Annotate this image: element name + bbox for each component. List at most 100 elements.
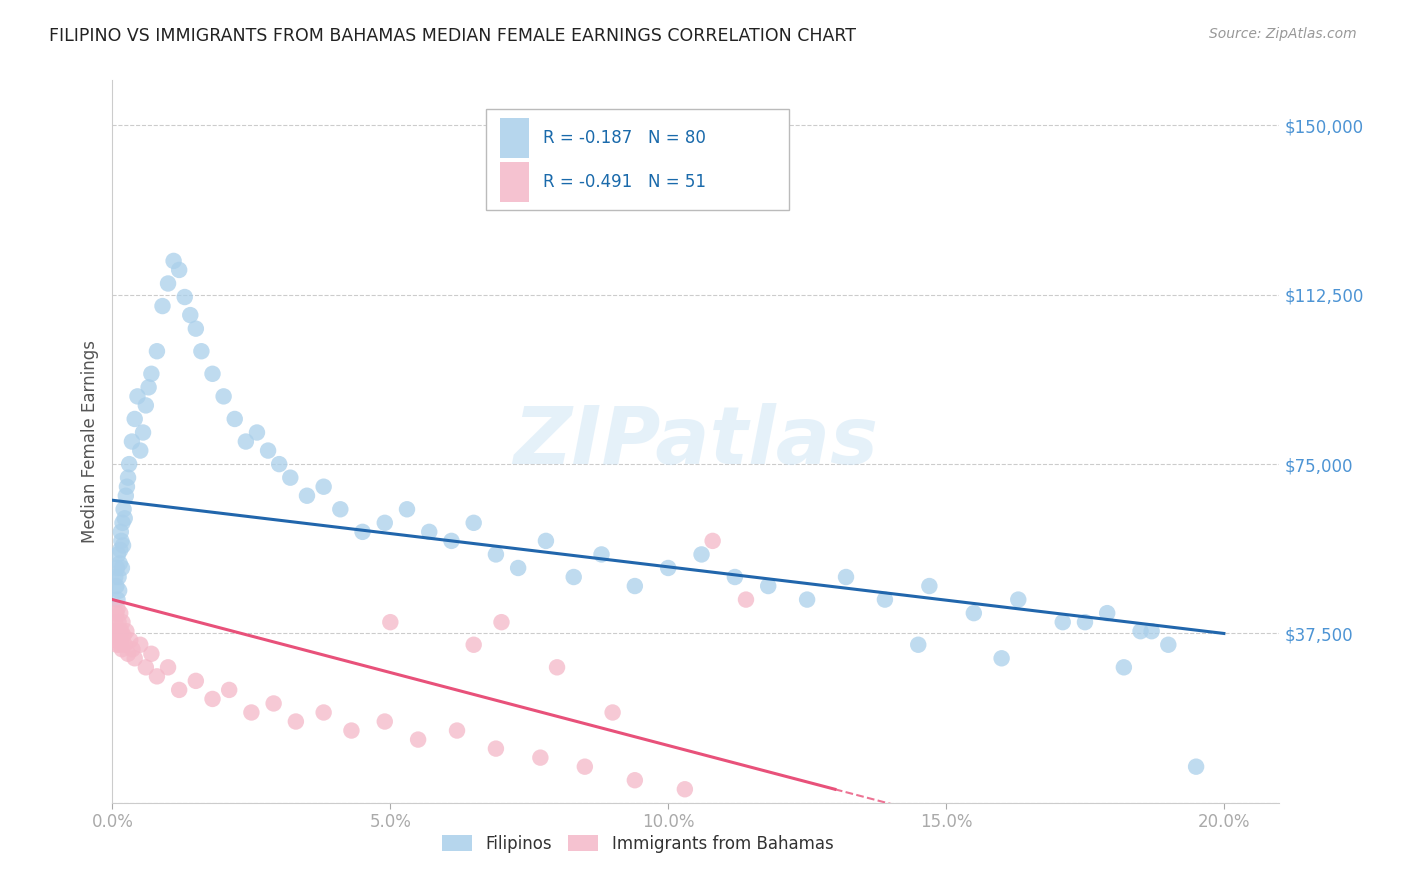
Bar [501,162,529,202]
Point [329,502,352,516]
Point [167,263,190,277]
Point [107,592,129,607]
Point [108,557,131,571]
Point [107,570,129,584]
Point [107,629,129,643]
Point [201,692,224,706]
Point [963,606,986,620]
Point [108,638,131,652]
Point [167,682,190,697]
Point [485,741,508,756]
Point [1140,624,1163,639]
Point [114,489,136,503]
Point [105,606,128,620]
Point [529,750,551,764]
Point [1007,592,1029,607]
Y-axis label: Median Female Earnings: Median Female Earnings [80,340,98,543]
Point [546,660,568,674]
Point [112,538,135,552]
Point [115,624,138,639]
Point [508,561,530,575]
Point [111,561,134,575]
Point [673,782,696,797]
Point [132,425,155,440]
Point [120,633,142,648]
Point [111,615,134,630]
Point [105,579,128,593]
Point [104,633,127,648]
Point [463,516,485,530]
Point [114,638,136,652]
Point [135,398,157,412]
Point [110,533,132,548]
Point [380,615,402,630]
Point [112,629,135,643]
Point [117,647,139,661]
Point [218,682,240,697]
Point [796,592,818,607]
Point [702,533,724,548]
Point [918,579,941,593]
Point [624,579,647,593]
Point [463,638,485,652]
Point [263,697,285,711]
Point [110,633,132,648]
Point [110,524,132,539]
Point [107,601,129,615]
Point [269,457,291,471]
Point [1095,606,1118,620]
Point [352,524,374,539]
Point [129,443,152,458]
Point [162,253,184,268]
Text: R = -0.491   N = 51: R = -0.491 N = 51 [543,173,706,191]
Point [108,583,131,598]
Point [212,389,235,403]
Point [907,638,929,652]
Point [108,624,131,639]
Point [240,706,263,720]
Point [657,561,679,575]
Point [406,732,429,747]
Point [173,290,195,304]
Point [574,760,596,774]
Point [110,606,132,620]
Point [124,651,146,665]
Point [485,548,508,562]
Point [110,624,132,639]
Point [111,516,134,530]
Point [127,389,149,403]
Point [395,502,418,516]
Point [141,647,163,661]
Point [690,548,713,562]
Point [121,434,143,449]
Point [129,638,152,652]
Point [446,723,468,738]
Point [374,714,396,729]
Point [374,516,396,530]
Point [340,723,363,738]
Point [1129,624,1152,639]
Point [491,615,513,630]
Point [152,299,174,313]
Text: Source: ZipAtlas.com: Source: ZipAtlas.com [1209,27,1357,41]
Point [190,344,212,359]
Point [104,570,127,584]
Point [235,434,257,449]
Point [107,548,129,562]
Point [104,615,127,630]
Point [312,480,335,494]
Point [157,277,180,291]
Point [124,412,146,426]
Point [591,548,613,562]
Point [602,706,624,720]
Point [284,714,307,729]
Point [534,533,557,548]
Point [562,570,585,584]
Point [146,344,169,359]
Point [735,592,758,607]
Point [1185,760,1208,774]
Point [724,570,747,584]
Point [246,425,269,440]
Point [184,673,207,688]
Point [835,570,858,584]
